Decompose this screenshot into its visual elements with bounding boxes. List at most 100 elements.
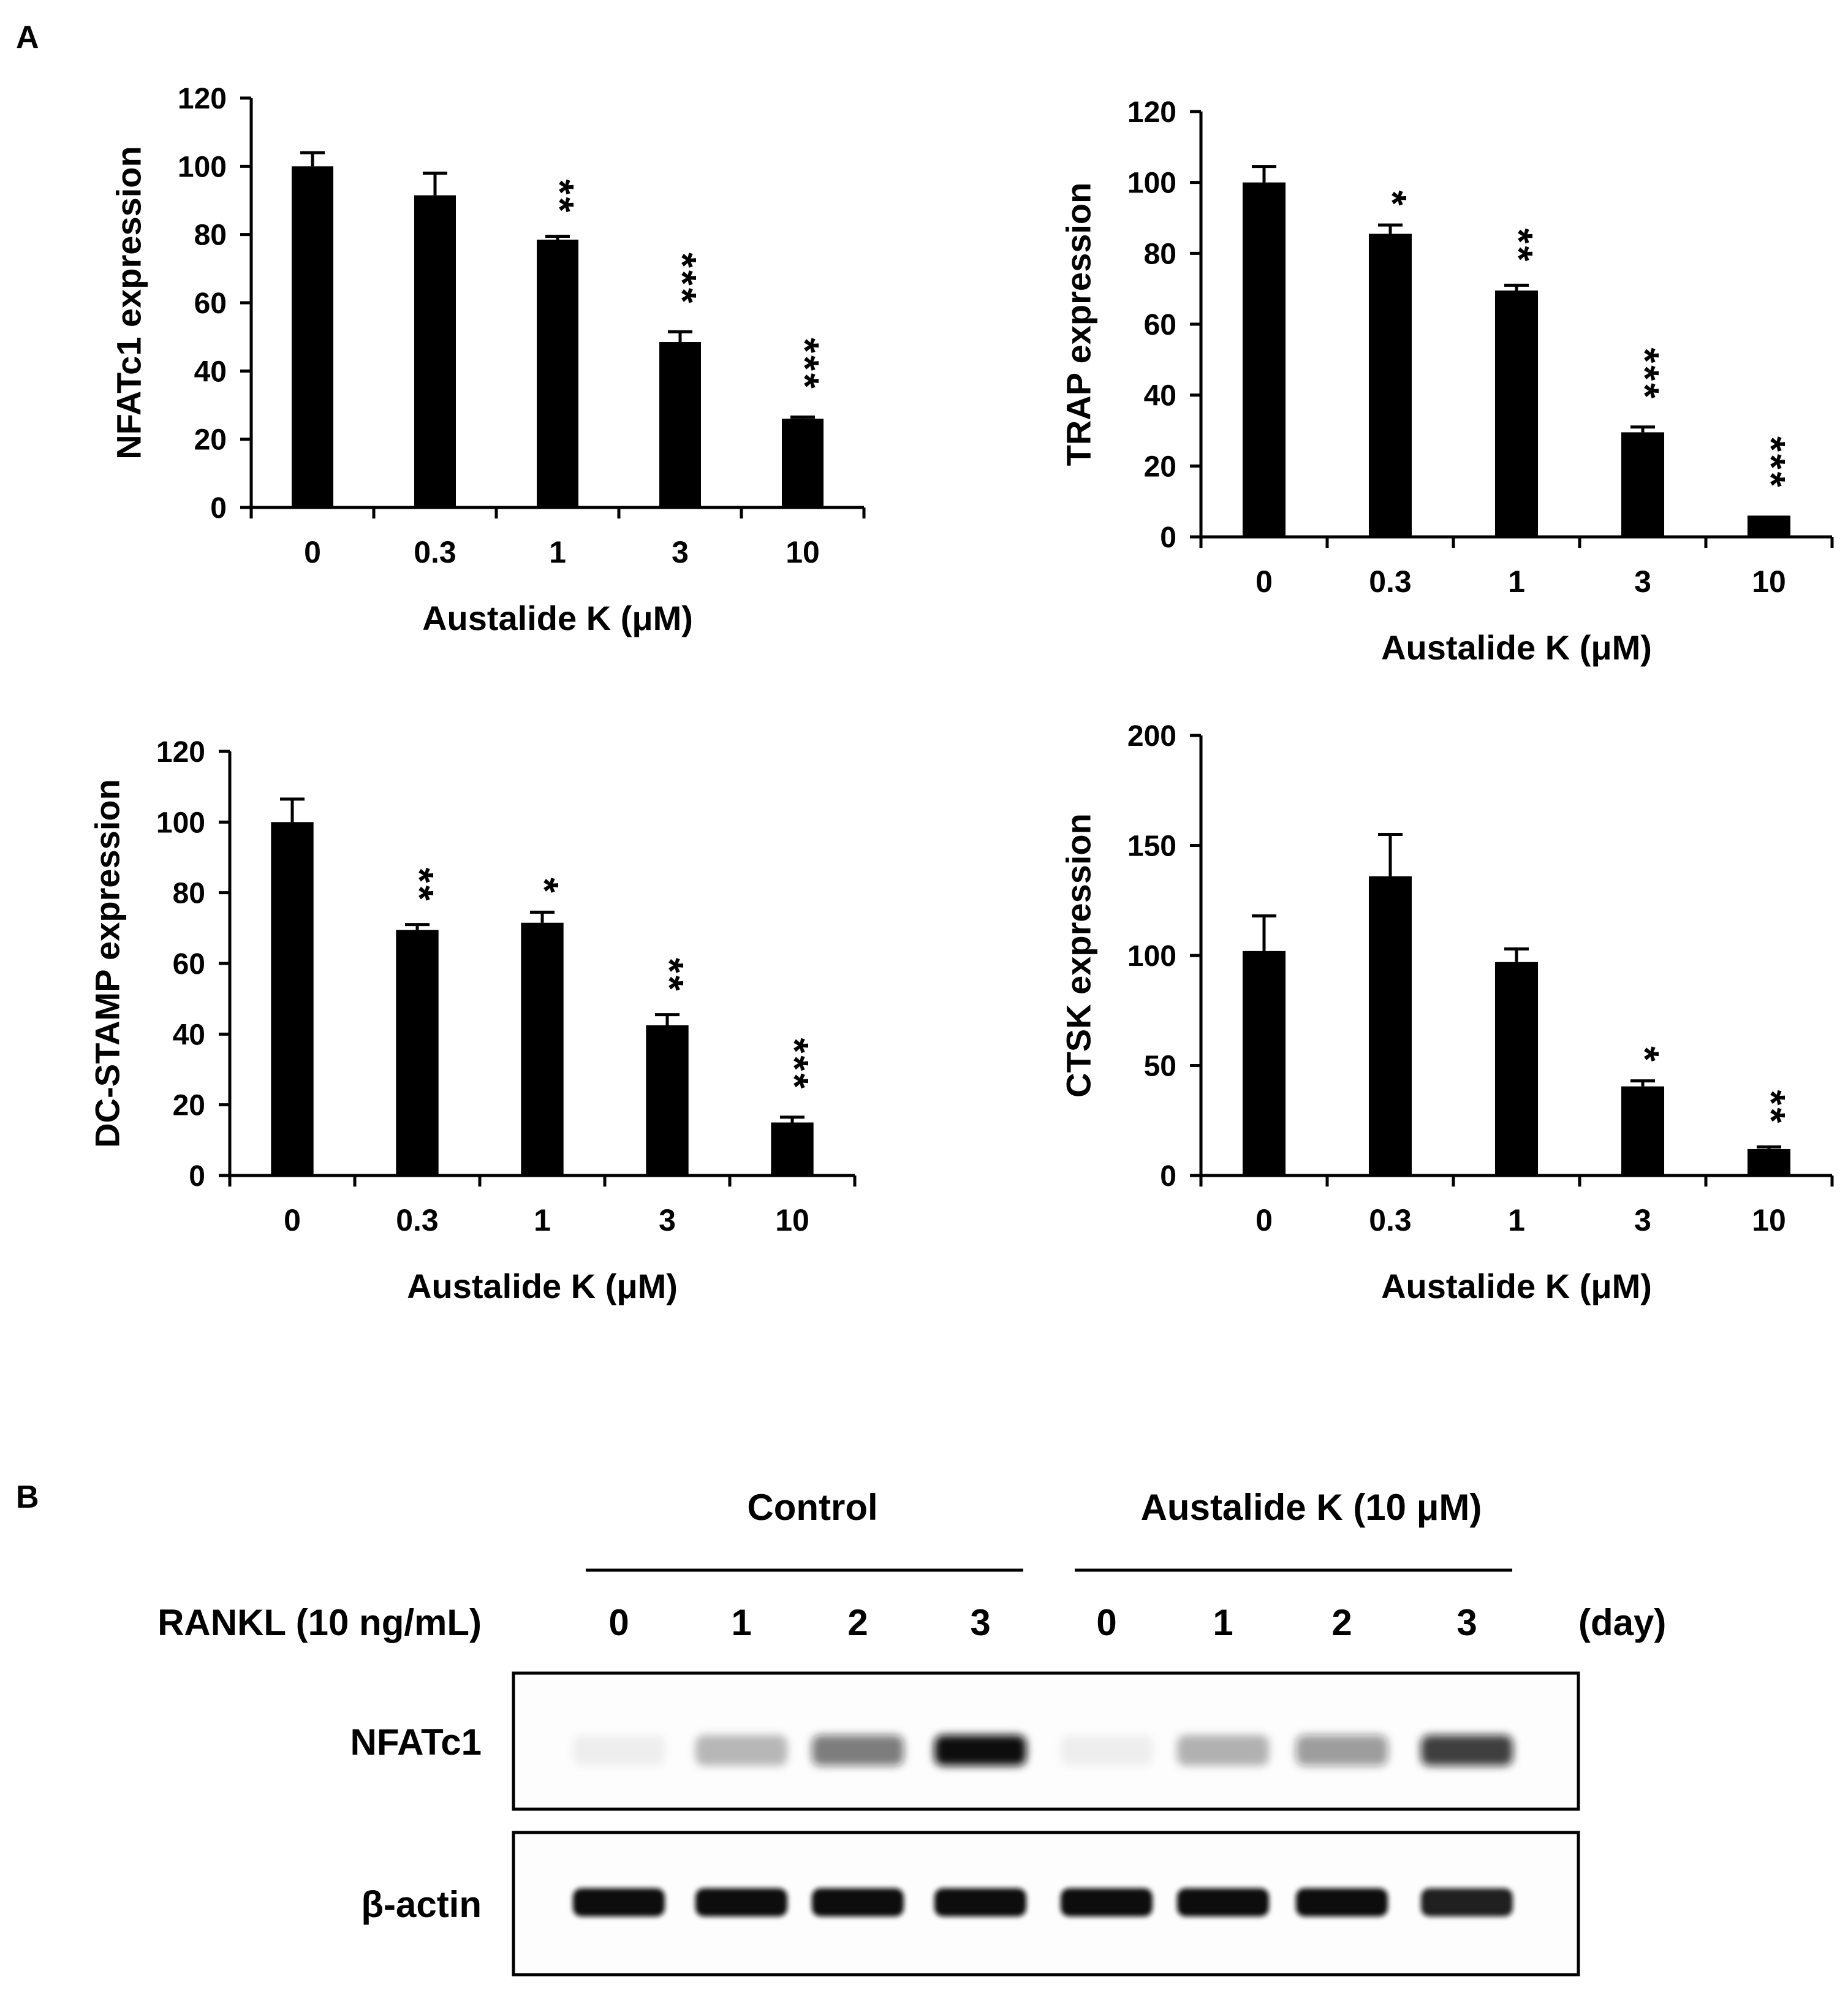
significance-marker: **: [648, 958, 692, 993]
blot-band: [934, 1735, 1026, 1766]
panel-label-b: B: [16, 1479, 39, 1515]
x-tick-label: 3: [1634, 564, 1651, 599]
x-axis-label: Austalide K (μM): [1381, 1267, 1652, 1305]
x-tick-label: 10: [1752, 1203, 1786, 1237]
blot-frame-beta-actin: [512, 1831, 1580, 1977]
x-tick-label: 0: [284, 1203, 301, 1237]
significance-marker: **: [1497, 228, 1541, 264]
blot-lane-label: 1: [731, 1602, 751, 1643]
y-tick-label: 100: [1127, 167, 1176, 200]
bar: [1747, 1149, 1791, 1175]
x-axis-label: Austalide K (μM): [1381, 628, 1652, 667]
y-tick-label: 80: [173, 878, 205, 910]
blot-lane-label: 0: [608, 1602, 629, 1643]
blot-band: [1421, 1888, 1513, 1916]
y-tick-label: 120: [178, 83, 227, 115]
blot-band: [812, 1735, 904, 1766]
bar: [1621, 1086, 1665, 1175]
x-tick-label: 0: [1255, 1203, 1273, 1237]
blot-frame-nfatc1: [512, 1671, 1580, 1811]
y-tick-label: 0: [189, 1160, 205, 1193]
blot-group-control-label: Control: [747, 1487, 877, 1528]
y-axis-label: TRAP expression: [1059, 183, 1098, 466]
bar: [1494, 291, 1539, 537]
significance-marker: **: [538, 180, 582, 215]
y-tick-label: 60: [194, 287, 227, 320]
panel-label-a: A: [16, 20, 39, 55]
western-blot: Control Austalide K (10 μM) RANKL (10 ng…: [157, 1487, 1666, 1977]
bar: [1368, 876, 1412, 1175]
bar: [396, 930, 439, 1175]
x-tick-label: 0.3: [1369, 1203, 1412, 1237]
bar: [782, 419, 824, 507]
blot-lane-label: 2: [1331, 1602, 1352, 1643]
chart-nfatc1: 0 20 40 60 80 100 120 0 0.3 1 ** 3 *** 10 *** Austalide…: [110, 83, 866, 637]
blot-band: [1421, 1735, 1513, 1766]
x-tick-label: 0.3: [1369, 564, 1412, 599]
blot-row-label-rankl: RANKL (10 ng/mL): [157, 1602, 482, 1643]
bar: [1621, 432, 1665, 537]
blot-group-treated-label: Austalide K (10 μM): [1141, 1487, 1482, 1528]
y-tick-label: 40: [1144, 380, 1176, 412]
y-tick-label: 0: [1160, 522, 1176, 554]
bar: [1242, 182, 1286, 537]
y-tick-label: 40: [173, 1019, 205, 1051]
blot-band: [1061, 1735, 1153, 1766]
bar: [1747, 515, 1791, 537]
y-tick-label: 100: [156, 807, 205, 839]
y-tick-label: 0: [1160, 1160, 1176, 1193]
x-tick-label: 1: [549, 535, 566, 569]
x-tick-label: 0: [1255, 564, 1273, 599]
blot-lane-label: 0: [1096, 1602, 1116, 1643]
bar: [537, 240, 578, 507]
y-tick-label: 60: [173, 948, 205, 981]
x-tick-label: 1: [1508, 564, 1525, 599]
blot-lane-label: 3: [970, 1602, 990, 1643]
blot-lane-label: 1: [1213, 1602, 1233, 1643]
x-tick-label: 10: [786, 535, 820, 569]
bar: [659, 342, 701, 507]
blot-row-label-nfatc1: NFATc1: [350, 1722, 482, 1763]
blot-band: [1177, 1735, 1269, 1766]
y-tick-label: 150: [1127, 830, 1176, 863]
chart-ctsk: 0 50 100 150 200 0 0.3 1 3 * 10 ** Austalide K (μM) C…: [1059, 720, 1834, 1305]
y-tick-label: 0: [210, 492, 227, 525]
blot-band: [934, 1888, 1026, 1916]
blot-row-label-beta-actin: β-actin: [361, 1884, 482, 1925]
chart-dc-stamp: 0 20 40 60 80 100 120 0 0.3 ** 1 * 3 ** 10 *** Austalide…: [88, 736, 857, 1305]
y-tick-label: 80: [1144, 238, 1176, 270]
y-tick-label: 20: [194, 424, 227, 457]
bar: [1494, 962, 1539, 1175]
x-axis-label: Austalide K (μM): [407, 1267, 678, 1305]
x-axis-label: Austalide K (μM): [422, 599, 693, 637]
bar: [414, 195, 456, 507]
blot-band: [573, 1735, 665, 1766]
y-tick-label: 120: [1127, 96, 1176, 129]
significance-marker: *: [1623, 1046, 1667, 1064]
x-tick-label: 10: [1752, 564, 1786, 599]
blot-band: [1296, 1888, 1388, 1916]
significance-marker: ***: [773, 1038, 817, 1091]
y-tick-label: 200: [1127, 720, 1176, 753]
x-tick-label: 10: [775, 1203, 809, 1237]
blot-unit-label: (day): [1578, 1602, 1666, 1643]
significance-marker: ***: [1623, 347, 1667, 401]
blot-band: [1177, 1888, 1269, 1916]
y-axis-label: NFATc1 expression: [110, 146, 148, 459]
x-tick-label: 3: [672, 535, 689, 569]
y-tick-label: 40: [194, 355, 227, 388]
x-tick-label: 0: [304, 535, 321, 569]
blot-band: [695, 1735, 787, 1766]
blot-band: [1296, 1735, 1388, 1766]
y-tick-label: 100: [178, 151, 227, 183]
bar: [271, 822, 314, 1175]
significance-marker: *: [523, 878, 567, 895]
x-tick-label: 0.3: [396, 1203, 439, 1237]
significance-marker: ***: [1749, 436, 1793, 490]
x-tick-label: 0.3: [414, 535, 456, 569]
blot-band: [695, 1888, 787, 1916]
y-tick-label: 80: [194, 219, 227, 252]
bar: [521, 922, 564, 1175]
bar: [1368, 234, 1412, 537]
